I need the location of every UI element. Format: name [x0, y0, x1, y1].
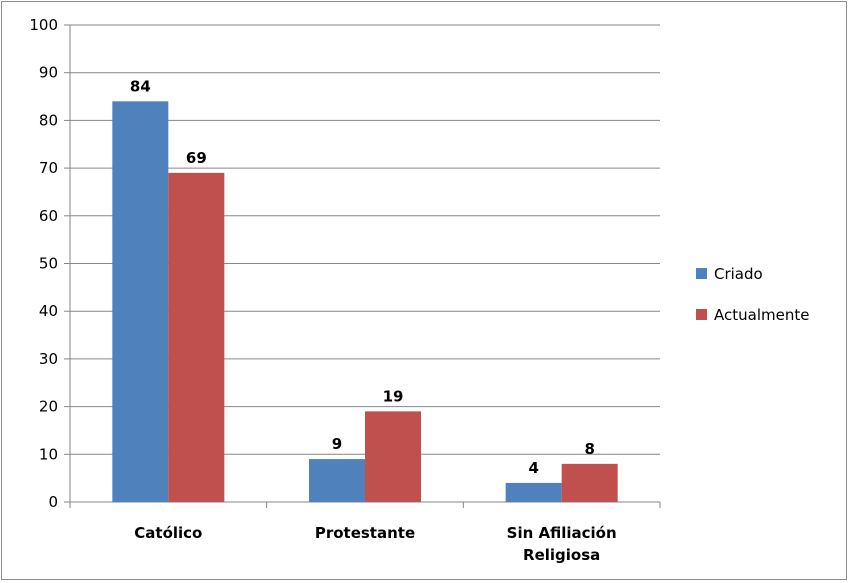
data-label: 69 [186, 149, 207, 167]
bar [309, 459, 365, 502]
legend-label: Actualmente [714, 306, 809, 324]
x-category-label: Católico [134, 524, 202, 542]
y-tick-label: 90 [39, 64, 58, 82]
bar [505, 482, 562, 502]
legend-swatch [696, 268, 707, 279]
y-tick-label: 80 [39, 111, 58, 129]
data-label: 84 [130, 77, 151, 95]
data-label: 19 [383, 387, 404, 405]
y-tick-label: 60 [39, 207, 58, 225]
bar [561, 463, 618, 502]
data-label: 9 [332, 435, 342, 453]
x-category-label: Sin Afiliación [507, 524, 617, 542]
y-tick-label: 10 [39, 445, 58, 463]
legend: Criado Actualmente [696, 265, 809, 324]
legend-label: Criado [714, 265, 763, 283]
data-label: 4 [528, 459, 538, 477]
x-category-label: Religiosa [523, 546, 600, 564]
y-tick-label: 40 [39, 302, 58, 320]
y-tick-label: 100 [29, 16, 58, 34]
bar [112, 101, 169, 502]
y-tick-label: 20 [39, 398, 58, 416]
data-labels: 84 69 9 19 4 8 [130, 77, 595, 477]
y-tick-label: 50 [39, 255, 58, 273]
x-category-label: Protestante [315, 524, 415, 542]
legend-swatch [696, 309, 707, 320]
bar [365, 411, 421, 502]
y-tick-label: 0 [48, 493, 58, 511]
bars [112, 101, 618, 502]
x-category-labels: Católico Protestante Sin Afiliación Religio… [134, 524, 616, 564]
bar [168, 172, 225, 502]
data-label: 8 [584, 440, 594, 458]
y-tick-labels: 0 10 20 30 40 50 60 70 80 90 100 [29, 16, 58, 511]
y-tick-label: 30 [39, 350, 58, 368]
y-tick-label: 70 [39, 159, 58, 177]
